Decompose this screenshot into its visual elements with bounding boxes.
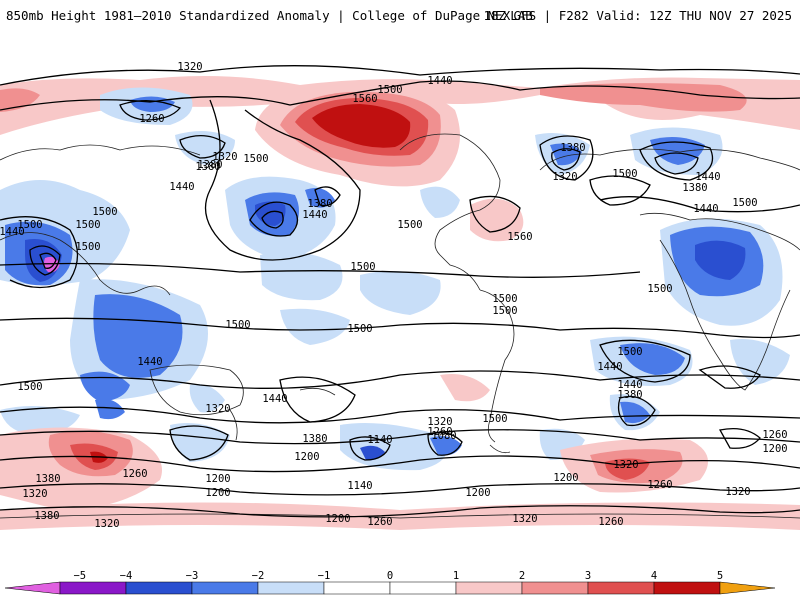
- colorbar-tick-label: −3: [186, 570, 199, 582]
- contour-label: 1500: [17, 219, 42, 231]
- colorbar-segment: [455, 581, 523, 595]
- contour-label: 1500: [732, 197, 757, 209]
- contour-label: 1440: [137, 356, 162, 368]
- contour-labels: 1320144015601500138012601320138015001440…: [0, 61, 788, 530]
- colorbar-segment: [389, 581, 457, 595]
- colorbar-tick-label: 3: [585, 570, 591, 582]
- contour-label: 1380: [617, 389, 642, 401]
- contour-label: 1500: [92, 206, 117, 218]
- header-bar: 850mb Height 1981–2010 Standardized Anom…: [0, 0, 800, 32]
- contour-label: 1500: [617, 346, 642, 358]
- contour-label: 1500: [75, 219, 100, 231]
- colorbar-tick-label: −1: [318, 570, 331, 582]
- contour-label: 1500: [225, 319, 250, 331]
- contour-label: 1440: [617, 379, 642, 391]
- colorbar-segment: [653, 581, 721, 595]
- contour-label: 1500: [492, 305, 517, 317]
- colorbar-segment: [191, 581, 259, 595]
- contour-label: 1380: [34, 510, 59, 522]
- contour-label: 1200: [294, 451, 319, 463]
- colorbar-tick-label: −4: [120, 570, 133, 582]
- contour-label: 1320: [725, 486, 750, 498]
- contour-label: 1440: [302, 209, 327, 221]
- contour-label: 1500: [647, 283, 672, 295]
- colorbar-segment: [125, 581, 193, 595]
- colorbar-segment: [587, 581, 655, 595]
- contour-label: 1380: [195, 161, 220, 173]
- colorbar-segment: [323, 581, 391, 595]
- contour-label: 1500: [482, 413, 507, 425]
- contour-label: 1380: [197, 159, 222, 171]
- colorbar-tick-label: 4: [651, 570, 657, 582]
- contour-label: 1380: [560, 142, 585, 154]
- colorbar-segment: [59, 581, 127, 595]
- height-contours: [0, 65, 800, 518]
- contour-label: 1200: [205, 487, 230, 499]
- run-info: 18Z GFS | F282 Valid: 12Z THU NOV 27 202…: [483, 8, 792, 23]
- contour-label: 1200: [465, 487, 490, 499]
- contour-label: 1440: [597, 361, 622, 373]
- contour-label: 1260: [598, 516, 623, 528]
- map-title: 850mb Height 1981–2010 Standardized Anom…: [6, 8, 533, 23]
- contour-label: 1320: [552, 171, 577, 183]
- contour-label: 1080: [431, 430, 456, 442]
- colorbar-tick-label: 2: [519, 570, 525, 582]
- contour-label: 1260: [762, 429, 787, 441]
- contour-label: 1200: [553, 472, 578, 484]
- contour-label: 1440: [695, 171, 720, 183]
- contour-label: 1320: [613, 459, 638, 471]
- contour-label: 1500: [17, 381, 42, 393]
- contour-label: 1260: [427, 426, 452, 438]
- contour-label: 1260: [647, 479, 672, 491]
- contour-label: 1320: [94, 518, 119, 530]
- contour-label: 1320: [427, 416, 452, 428]
- colorbar-min-arrow: [4, 581, 61, 595]
- colorbar-svg: −5 −4 −3 −2 −1 0 1 2 3 4 5: [4, 570, 776, 595]
- contour-label: 1320: [512, 513, 537, 525]
- contour-label: 1380: [35, 473, 60, 485]
- contour-label: 1320: [177, 61, 202, 73]
- contour-label: 1500: [243, 153, 268, 165]
- contour-label: 1500: [377, 84, 402, 96]
- anomaly-map: 1320144015601500138012601320138015001440…: [0, 40, 800, 558]
- contour-label: 1440: [169, 181, 194, 193]
- contour-label: 1200: [205, 473, 230, 485]
- contour-label: 1500: [347, 323, 372, 335]
- contour-label: 1500: [397, 219, 422, 231]
- colorbar-tick-label: 0: [387, 570, 393, 582]
- contour-label: 1500: [612, 168, 637, 180]
- contour-label: 1140: [367, 434, 392, 446]
- colorbar-tick-label: −2: [252, 570, 265, 582]
- contour-label: 1440: [427, 75, 452, 87]
- colorbar: −5 −4 −3 −2 −1 0 1 2 3 4 5: [0, 570, 800, 600]
- contour-label: 1380: [302, 433, 327, 445]
- contour-label: 1440: [693, 203, 718, 215]
- contour-label: 1500: [75, 241, 100, 253]
- contour-label: 1260: [139, 113, 164, 125]
- contour-label: 1500: [350, 261, 375, 273]
- contour-label: 1560: [352, 93, 377, 105]
- contour-label: 1500: [492, 293, 517, 305]
- contour-label: 1440: [262, 393, 287, 405]
- contour-label: 1200: [325, 513, 350, 525]
- contour-label: 1140: [347, 480, 372, 492]
- contour-label: 1260: [367, 516, 392, 528]
- contour-label: 1320: [22, 488, 47, 500]
- colorbar-tick-label: 5: [717, 570, 723, 582]
- map-panel: 1320144015601500138012601320138015001440…: [0, 40, 800, 558]
- contour-label: 1200: [762, 443, 787, 455]
- contour-label: 1260: [122, 468, 147, 480]
- contour-label: 1320: [205, 403, 230, 415]
- colorbar-segment: [521, 581, 589, 595]
- colorbar-tick-label: −5: [73, 570, 86, 582]
- contour-label: 1440: [0, 226, 25, 238]
- colorbar-max-arrow: [719, 581, 776, 595]
- contour-label: 1320: [212, 151, 237, 163]
- contour-label: 1380: [682, 182, 707, 194]
- contour-label: 1560: [507, 231, 532, 243]
- colorbar-segment: [257, 581, 325, 595]
- contour-label: 1380: [307, 198, 332, 210]
- colorbar-tick-label: 1: [453, 570, 459, 582]
